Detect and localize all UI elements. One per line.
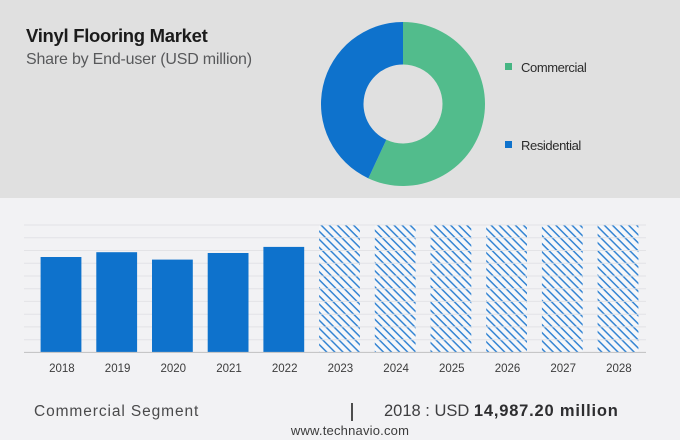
svg-text:2018: 2018 <box>49 363 75 375</box>
svg-text:2026: 2026 <box>495 363 521 375</box>
svg-text:2027: 2027 <box>550 363 576 375</box>
svg-text:2023: 2023 <box>328 363 354 375</box>
svg-text:2024: 2024 <box>383 363 409 375</box>
svg-text:2028: 2028 <box>606 363 632 375</box>
svg-text:2025: 2025 <box>439 363 465 375</box>
svg-text:2019: 2019 <box>105 363 131 375</box>
svg-text:2020: 2020 <box>161 363 187 375</box>
svg-text:2021: 2021 <box>216 363 242 375</box>
svg-text:2022: 2022 <box>272 363 298 375</box>
